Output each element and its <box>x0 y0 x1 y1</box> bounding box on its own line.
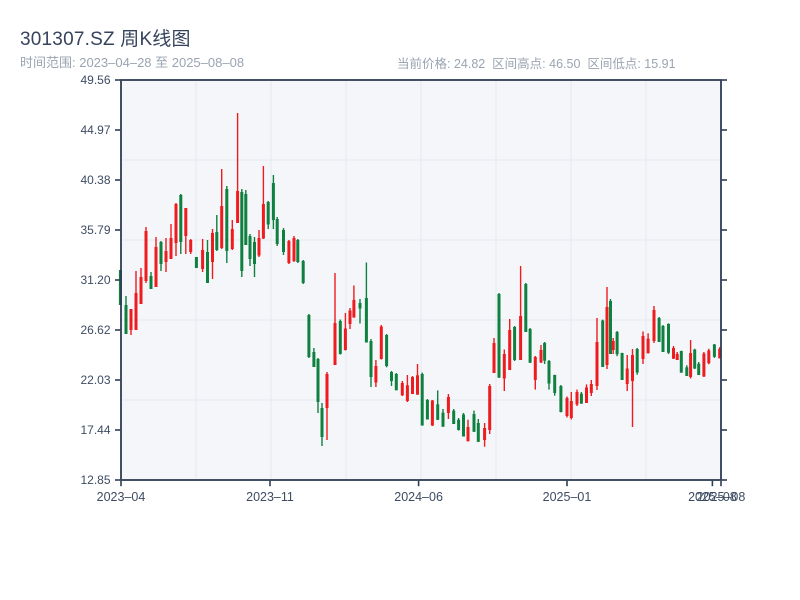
svg-text:40.38: 40.38 <box>80 173 110 187</box>
svg-text:35.79: 35.79 <box>80 223 110 237</box>
svg-text:44.97: 44.97 <box>80 123 110 137</box>
svg-text:22.03: 22.03 <box>80 373 110 387</box>
svg-text:2025–08: 2025–08 <box>688 490 737 504</box>
svg-text:2025–01: 2025–01 <box>543 490 592 504</box>
svg-text:49.56: 49.56 <box>80 73 110 87</box>
svg-text:31.20: 31.20 <box>80 273 110 287</box>
svg-text:2023–11: 2023–11 <box>246 490 294 504</box>
svg-text:2025–08: 2025–08 <box>697 490 746 504</box>
svg-text:12.85: 12.85 <box>80 473 110 487</box>
svg-text:26.62: 26.62 <box>80 323 110 337</box>
svg-text:2023–04: 2023–04 <box>97 490 146 504</box>
svg-text:17.44: 17.44 <box>80 423 110 437</box>
svg-text:2024–06: 2024–06 <box>394 490 443 504</box>
